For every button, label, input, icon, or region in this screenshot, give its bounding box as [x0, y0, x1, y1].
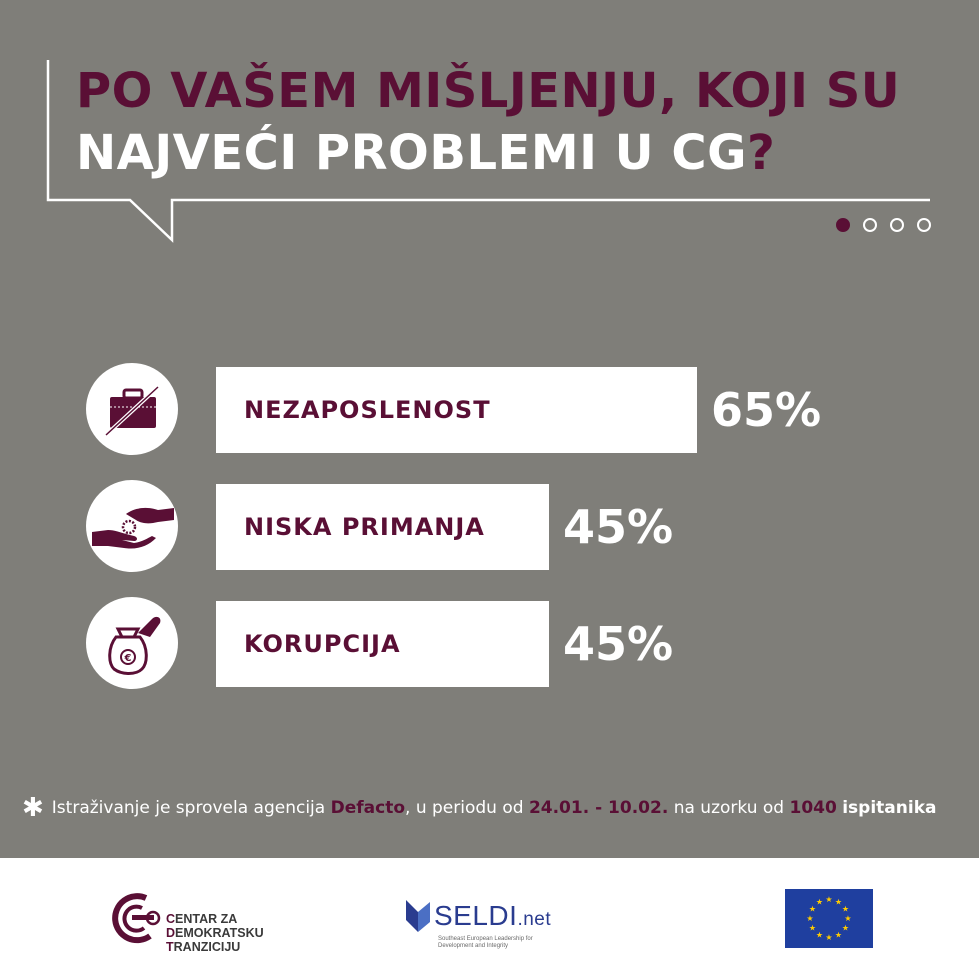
page-dot-4[interactable] — [917, 218, 931, 232]
bar-label-niska-primanja: NISKA PRIMANJA — [244, 513, 485, 541]
eu-star-icon: ★ — [825, 895, 832, 904]
eu-star-icon: ★ — [842, 924, 849, 933]
speech-bubble-outline — [46, 60, 930, 243]
page-dot-1[interactable] — [836, 218, 850, 232]
bar-label-nezaposlenost: NEZAPOSLENOST — [244, 396, 491, 424]
chart-row-niska-primanja: NISKA PRIMANJA 45% — [0, 480, 979, 572]
value-label-nezaposlenost: 65% — [711, 383, 822, 437]
cdt-line-2: DEMOKRATSKU — [166, 926, 264, 940]
asterisk-icon: ✱ — [22, 793, 44, 823]
cdt-line-1: CENTAR ZA — [166, 912, 238, 926]
title-line-2: NAJVEĆI PROBLEMI U CG? — [76, 122, 936, 184]
footnote-agency: Defacto — [330, 798, 406, 818]
value-label-niska-primanja: 45% — [563, 500, 674, 554]
bar-label-korupcija: KORUPCIJA — [244, 630, 401, 658]
eu-star-icon: ★ — [816, 898, 823, 907]
footnote-text-3: na uzorku od — [668, 798, 790, 818]
cdt-logo[interactable]: CENTAR ZA DEMOKRATSKU TRANZICIJU — [106, 884, 306, 954]
bar-nezaposlenost — [216, 367, 697, 453]
title-line-1: PO VAŠEM MIŠLJENJU, KOJI SU — [76, 63, 901, 119]
title-line-2-text: NAJVEĆI PROBLEMI U CG — [76, 125, 747, 181]
page-dot-2[interactable] — [863, 218, 877, 232]
eu-flag-stars: ★ ★★★★★★★★★★★ — [806, 895, 851, 942]
cdt-logo-icon — [112, 893, 161, 944]
money-bag-euro-icon: € — [86, 597, 178, 689]
seldi-tagline: Southeast European Leadership for Develo… — [438, 936, 533, 949]
footnote-sample: 1040 — [789, 798, 837, 818]
eu-star-icon: ★ — [809, 924, 816, 933]
title-frame — [0, 0, 979, 260]
footnote-period: 24.01. - 10.02. — [528, 798, 669, 818]
cdt-logo-text: CENTAR ZA DEMOKRATSKU TRANZICIJU — [166, 912, 264, 954]
bar-niska-primanja — [216, 484, 549, 570]
eu-star-icon: ★ — [842, 905, 849, 914]
eu-star-icon: ★ — [816, 931, 823, 940]
eu-star-icon: ★ — [806, 914, 813, 923]
eu-flag-icon: ★ ★ ★ ★ ★ ★ ★ ★ ★ ★ ★ ★ — [785, 889, 873, 948]
survey-footnote: ✱ Istraživanje je sprovela agencija Defac… — [22, 793, 936, 823]
chart-row-nezaposlenost: NEZAPOSLENOST 65% — [0, 363, 979, 455]
pagination-dots — [836, 218, 931, 232]
hand-giving-coin-icon — [86, 480, 178, 572]
seldi-logo[interactable]: SELDI.net Southeast European Leadership … — [404, 896, 574, 956]
bar-korupcija — [216, 601, 549, 687]
page-dot-3[interactable] — [890, 218, 904, 232]
page-title: PO VAŠEM MIŠLJENJU, KOJI SU NAJVEĆI PROB… — [76, 60, 936, 184]
cdt-line-3: TRANZICIJU — [166, 940, 241, 954]
seldi-logo-icon — [406, 900, 430, 932]
svg-text:€: € — [124, 653, 132, 664]
eu-star-icon: ★ — [835, 931, 842, 940]
footer: CENTAR ZA DEMOKRATSKU TRANZICIJU SELDI.n… — [0, 858, 979, 979]
eu-star-icon: ★ — [835, 898, 842, 907]
footnote-text-1: Istraživanje je sprovela agencija — [51, 798, 331, 818]
seldi-name: SELDI.net — [434, 900, 552, 931]
eu-star-icon: ★ — [809, 905, 816, 914]
value-label-korupcija: 45% — [563, 617, 674, 671]
eu-star-icon: ★ — [825, 933, 832, 942]
chart-row-korupcija: € KORUPCIJA 45% — [0, 597, 979, 689]
title-question-mark: ? — [746, 125, 776, 181]
footnote-respondents: ispitanika — [842, 798, 937, 818]
footnote-text-2: , u periodu od — [405, 798, 529, 818]
briefcase-crossed-icon — [86, 363, 178, 455]
eu-star-icon: ★ — [844, 914, 851, 923]
